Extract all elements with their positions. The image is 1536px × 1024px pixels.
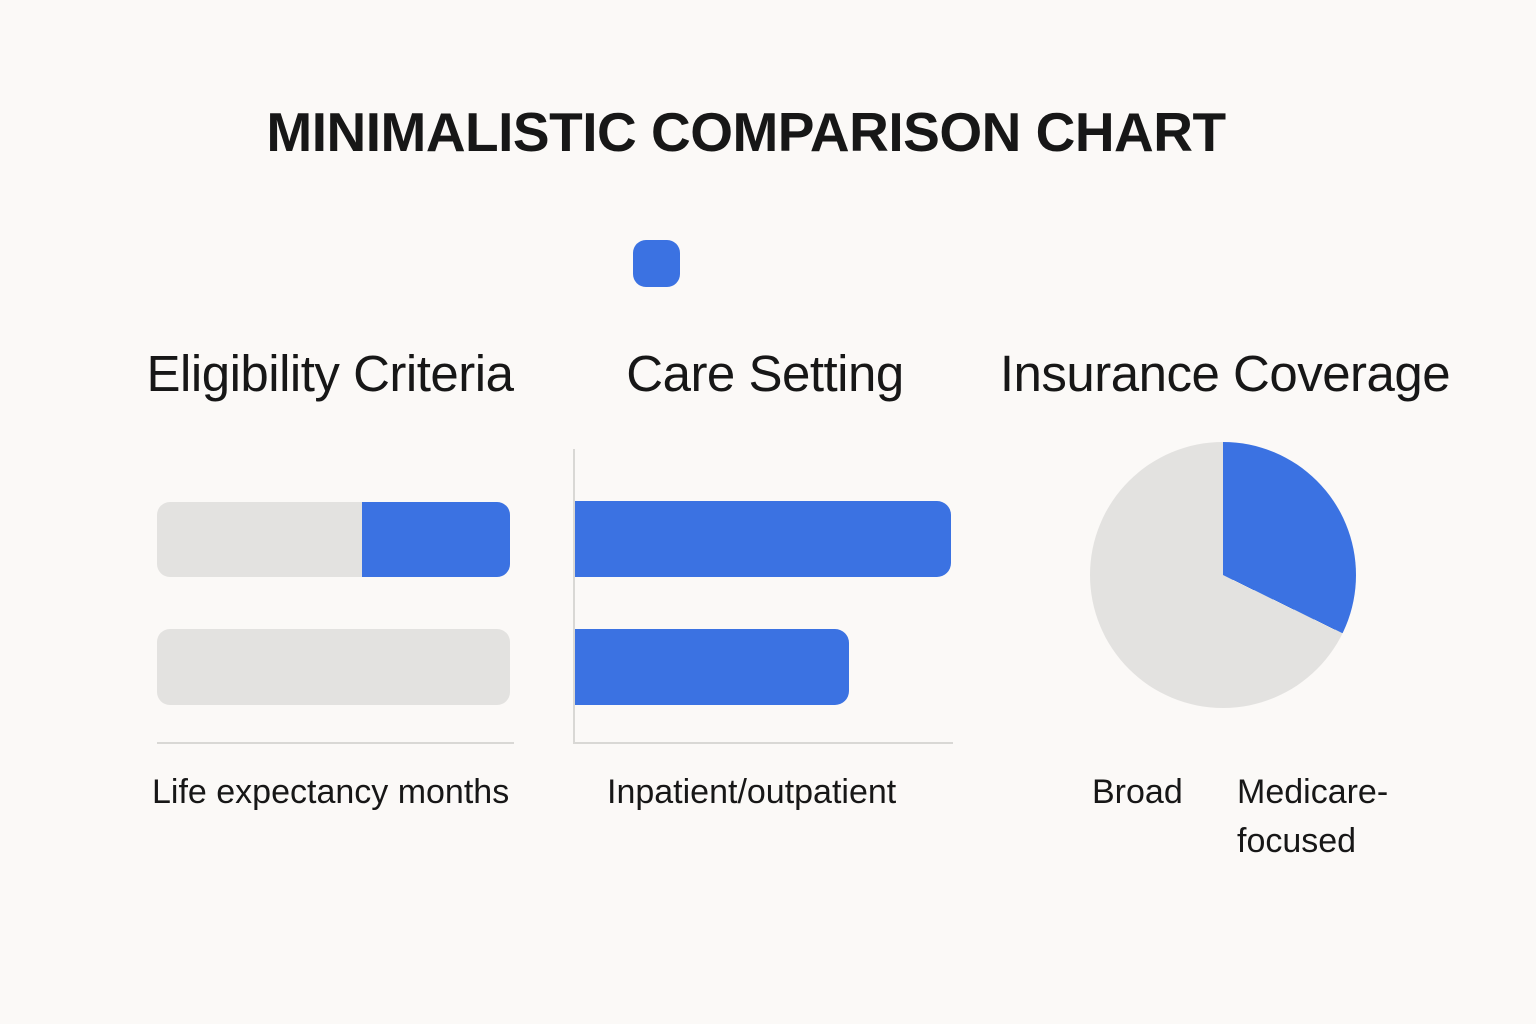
care-setting-bar-chart [573,445,953,745]
bar-track [157,629,510,705]
eligibility-axis-label: Life expectancy months [152,773,510,811]
bar-outpatient [575,629,849,705]
pie-label-broad: Broad [1092,773,1183,811]
eligibility-criteria-bar-chart [157,445,514,745]
bar-track [157,502,510,577]
section-header-eligibility-criteria: Eligibility Criteria [146,345,514,402]
x-axis-line [573,742,953,744]
insurance-coverage-pie-chart [1090,442,1356,708]
section-header-insurance-coverage: Insurance Coverage [999,345,1451,402]
section-header-care-setting: Care Setting [626,345,904,402]
x-axis-line [157,742,514,744]
legend-swatch-icon [633,240,680,287]
pie-label-medicare-focused: Medicare- focused [1237,773,1389,861]
y-axis-line [573,449,575,743]
page-title: MINIMALISTIC COMPARISON CHART [266,101,1226,163]
bar-fill [361,502,510,577]
care-setting-axis-label: Inpatient/outpatient [607,773,897,811]
bar-inpatient [575,501,952,577]
